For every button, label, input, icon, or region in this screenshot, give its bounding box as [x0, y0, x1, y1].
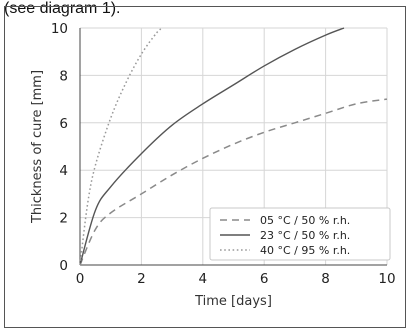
x-tick-label-0: 0	[76, 271, 85, 287]
x-tick-label-8: 8	[321, 271, 330, 287]
series-line-3	[79, 27, 164, 266]
x-tick-label-10: 10	[378, 271, 395, 287]
x-tick-label-6: 6	[260, 271, 269, 287]
y-tick-label-2: 2	[59, 211, 68, 227]
y-tick-label-10: 10	[51, 21, 68, 37]
caption: (see diagram 1).	[4, 0, 121, 17]
legend-entry-1: 05 °C / 50 % r.h.	[260, 214, 350, 227]
grid	[79, 27, 388, 266]
series-line-2	[79, 27, 345, 266]
series-line-1	[79, 98, 388, 266]
x-tick-label-4: 4	[199, 271, 208, 287]
x-axis-label: Time [days]	[194, 294, 272, 309]
y-axis-label: Thickness of cure [mm]	[30, 70, 45, 224]
y-tick-label-0: 0	[59, 258, 68, 274]
legend: 05 °C / 50 % r.h. 23 °C / 50 % r.h. 40 °C …	[209, 207, 391, 261]
axes	[79, 28, 387, 266]
series-lines	[79, 27, 388, 266]
legend-entry-3: 40 °C / 95 % r.h.	[260, 244, 350, 257]
x-tick-label-2: 2	[137, 271, 146, 287]
tick-labels: 0 2 4 6 8 10 0 2 4 6 8 10	[51, 21, 396, 287]
legend-entry-2: 23 °C / 50 % r.h.	[260, 229, 350, 242]
legend-box	[209, 207, 391, 261]
y-tick-label-8: 8	[59, 68, 68, 84]
y-tick-label-4: 4	[59, 163, 68, 179]
chart-frame	[4, 6, 406, 328]
y-tick-label-6: 6	[59, 116, 68, 132]
